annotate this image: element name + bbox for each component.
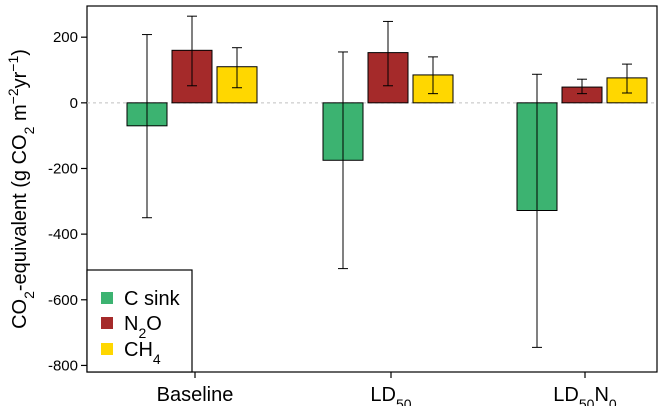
x-tick-label: LD50N0	[553, 384, 617, 406]
legend-swatch	[101, 317, 113, 329]
label-part: Baseline	[157, 384, 234, 406]
label-part: −1	[5, 56, 21, 72]
y-tick-label: -600	[48, 292, 78, 309]
x-tick-label: LD50	[370, 384, 411, 406]
label-part: yr	[9, 71, 31, 88]
label-part: −2	[5, 88, 21, 104]
label-part: LD	[370, 384, 396, 406]
x-tick-label: Baseline	[157, 384, 234, 406]
x-axis: Baseline LD50 LD50N0	[157, 372, 617, 406]
y-tick-label: 0	[70, 95, 78, 112]
label-part: 4	[153, 351, 161, 367]
label-part: LD	[553, 384, 579, 406]
legend-label: C sink	[124, 288, 181, 310]
label-part: 2	[21, 126, 37, 134]
legend-label: CH4	[124, 339, 161, 367]
label-part: m	[9, 104, 31, 126]
bars	[126, 15, 648, 348]
y-tick-label: 200	[53, 29, 78, 46]
label-part: 2	[138, 325, 146, 341]
legend-swatch	[101, 292, 113, 304]
label-part: C sink	[124, 288, 181, 310]
label-part: 2	[21, 291, 37, 299]
label-part: )	[9, 49, 31, 56]
label-part: CH	[124, 339, 153, 361]
plot-frame	[86, 5, 658, 373]
label-part: N	[124, 313, 138, 335]
y-axis: -800 -600 -400 -200 0 200	[48, 29, 87, 374]
label-part: 50	[396, 396, 412, 406]
y-tick-label: -800	[48, 357, 78, 374]
y-tick-label: -400	[48, 226, 78, 243]
label-part: -equivalent (g CO	[9, 134, 31, 291]
label-part: CO	[9, 299, 31, 329]
label-part: N	[594, 384, 608, 406]
y-tick-label: -200	[48, 160, 78, 177]
legend-swatch	[101, 343, 113, 355]
label-part: 50	[579, 396, 595, 406]
label-part: O	[146, 313, 162, 335]
y-axis-title: CO2-equivalent (g CO2 m−2yr−1)	[5, 49, 37, 329]
legend-label: N2O	[124, 313, 162, 341]
label-part: 0	[609, 396, 617, 406]
